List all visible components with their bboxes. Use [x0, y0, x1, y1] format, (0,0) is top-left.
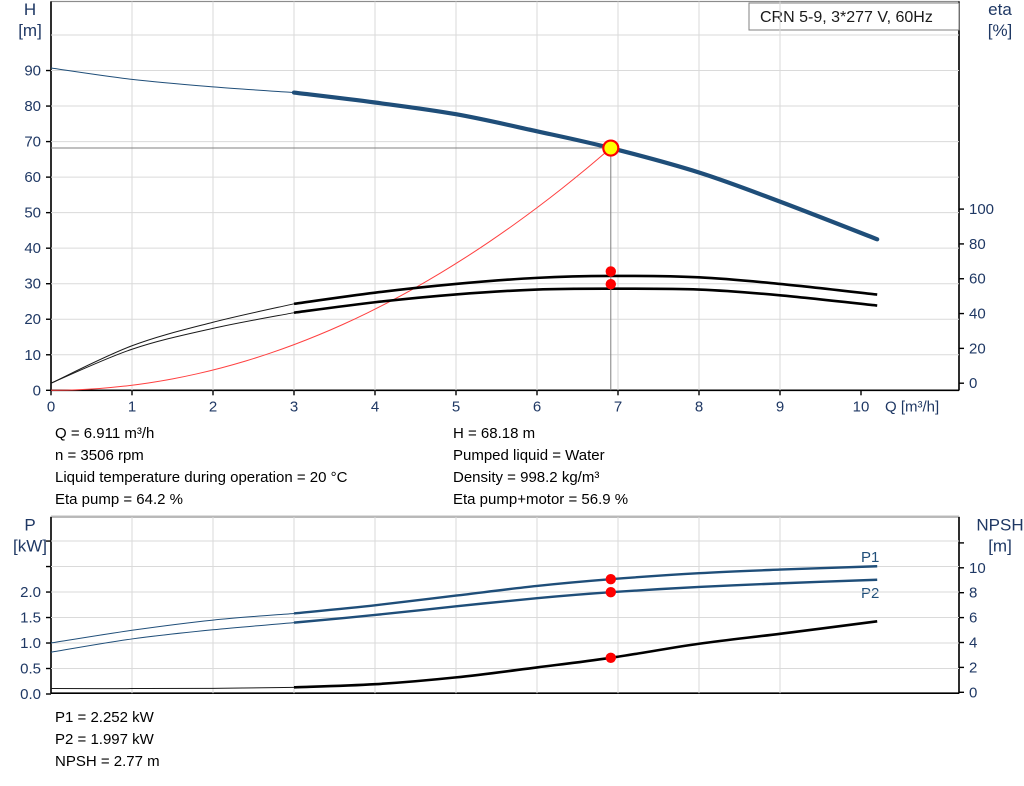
svg-text:60: 60	[24, 169, 41, 186]
svg-text:1: 1	[128, 398, 136, 415]
svg-text:7: 7	[614, 398, 622, 415]
svg-text:50: 50	[24, 205, 41, 222]
svg-text:90: 90	[24, 63, 41, 80]
svg-text:P: P	[24, 516, 35, 535]
svg-text:10: 10	[853, 398, 870, 415]
svg-text:1.0: 1.0	[20, 635, 41, 652]
svg-text:40: 40	[24, 240, 41, 257]
svg-text:10: 10	[969, 560, 986, 577]
svg-text:8: 8	[695, 398, 703, 415]
svg-text:NPSH: NPSH	[976, 516, 1023, 535]
svg-text:4: 4	[969, 635, 977, 652]
svg-text:2: 2	[209, 398, 217, 415]
svg-text:70: 70	[24, 134, 41, 151]
svg-text:0: 0	[969, 375, 977, 392]
svg-text:P1: P1	[861, 549, 879, 566]
svg-text:60: 60	[969, 271, 986, 288]
svg-text:9: 9	[776, 398, 784, 415]
svg-text:2.0: 2.0	[20, 584, 41, 601]
svg-text:5: 5	[452, 398, 460, 415]
svg-text:Q [m³/h]: Q [m³/h]	[885, 398, 939, 415]
svg-text:30: 30	[24, 276, 41, 293]
svg-text:[kW]: [kW]	[13, 537, 47, 556]
svg-text:80: 80	[24, 98, 41, 115]
svg-text:8: 8	[969, 585, 977, 602]
svg-text:CRN 5-9, 3*277 V, 60Hz: CRN 5-9, 3*277 V, 60Hz	[760, 9, 933, 26]
svg-text:20: 20	[24, 311, 41, 328]
svg-text:eta: eta	[988, 0, 1012, 19]
svg-text:2: 2	[969, 659, 977, 676]
svg-text:10: 10	[24, 347, 41, 364]
svg-text:6: 6	[533, 398, 541, 415]
svg-text:80: 80	[969, 236, 986, 253]
svg-text:0.5: 0.5	[20, 661, 41, 678]
svg-text:20: 20	[969, 340, 986, 357]
svg-text:0.0: 0.0	[20, 686, 41, 703]
svg-text:40: 40	[969, 306, 986, 323]
svg-text:4: 4	[371, 398, 379, 415]
svg-text:0: 0	[33, 382, 41, 399]
svg-text:H: H	[24, 0, 36, 19]
svg-text:6: 6	[969, 610, 977, 627]
svg-text:P2: P2	[861, 585, 879, 602]
svg-text:1.5: 1.5	[20, 610, 41, 627]
svg-text:3: 3	[290, 398, 298, 415]
svg-text:[m]: [m]	[18, 21, 42, 40]
svg-text:0: 0	[47, 398, 55, 415]
svg-text:0: 0	[969, 684, 977, 701]
svg-text:[%]: [%]	[988, 21, 1013, 40]
svg-text:[m]: [m]	[988, 537, 1012, 556]
svg-text:100: 100	[969, 201, 994, 218]
